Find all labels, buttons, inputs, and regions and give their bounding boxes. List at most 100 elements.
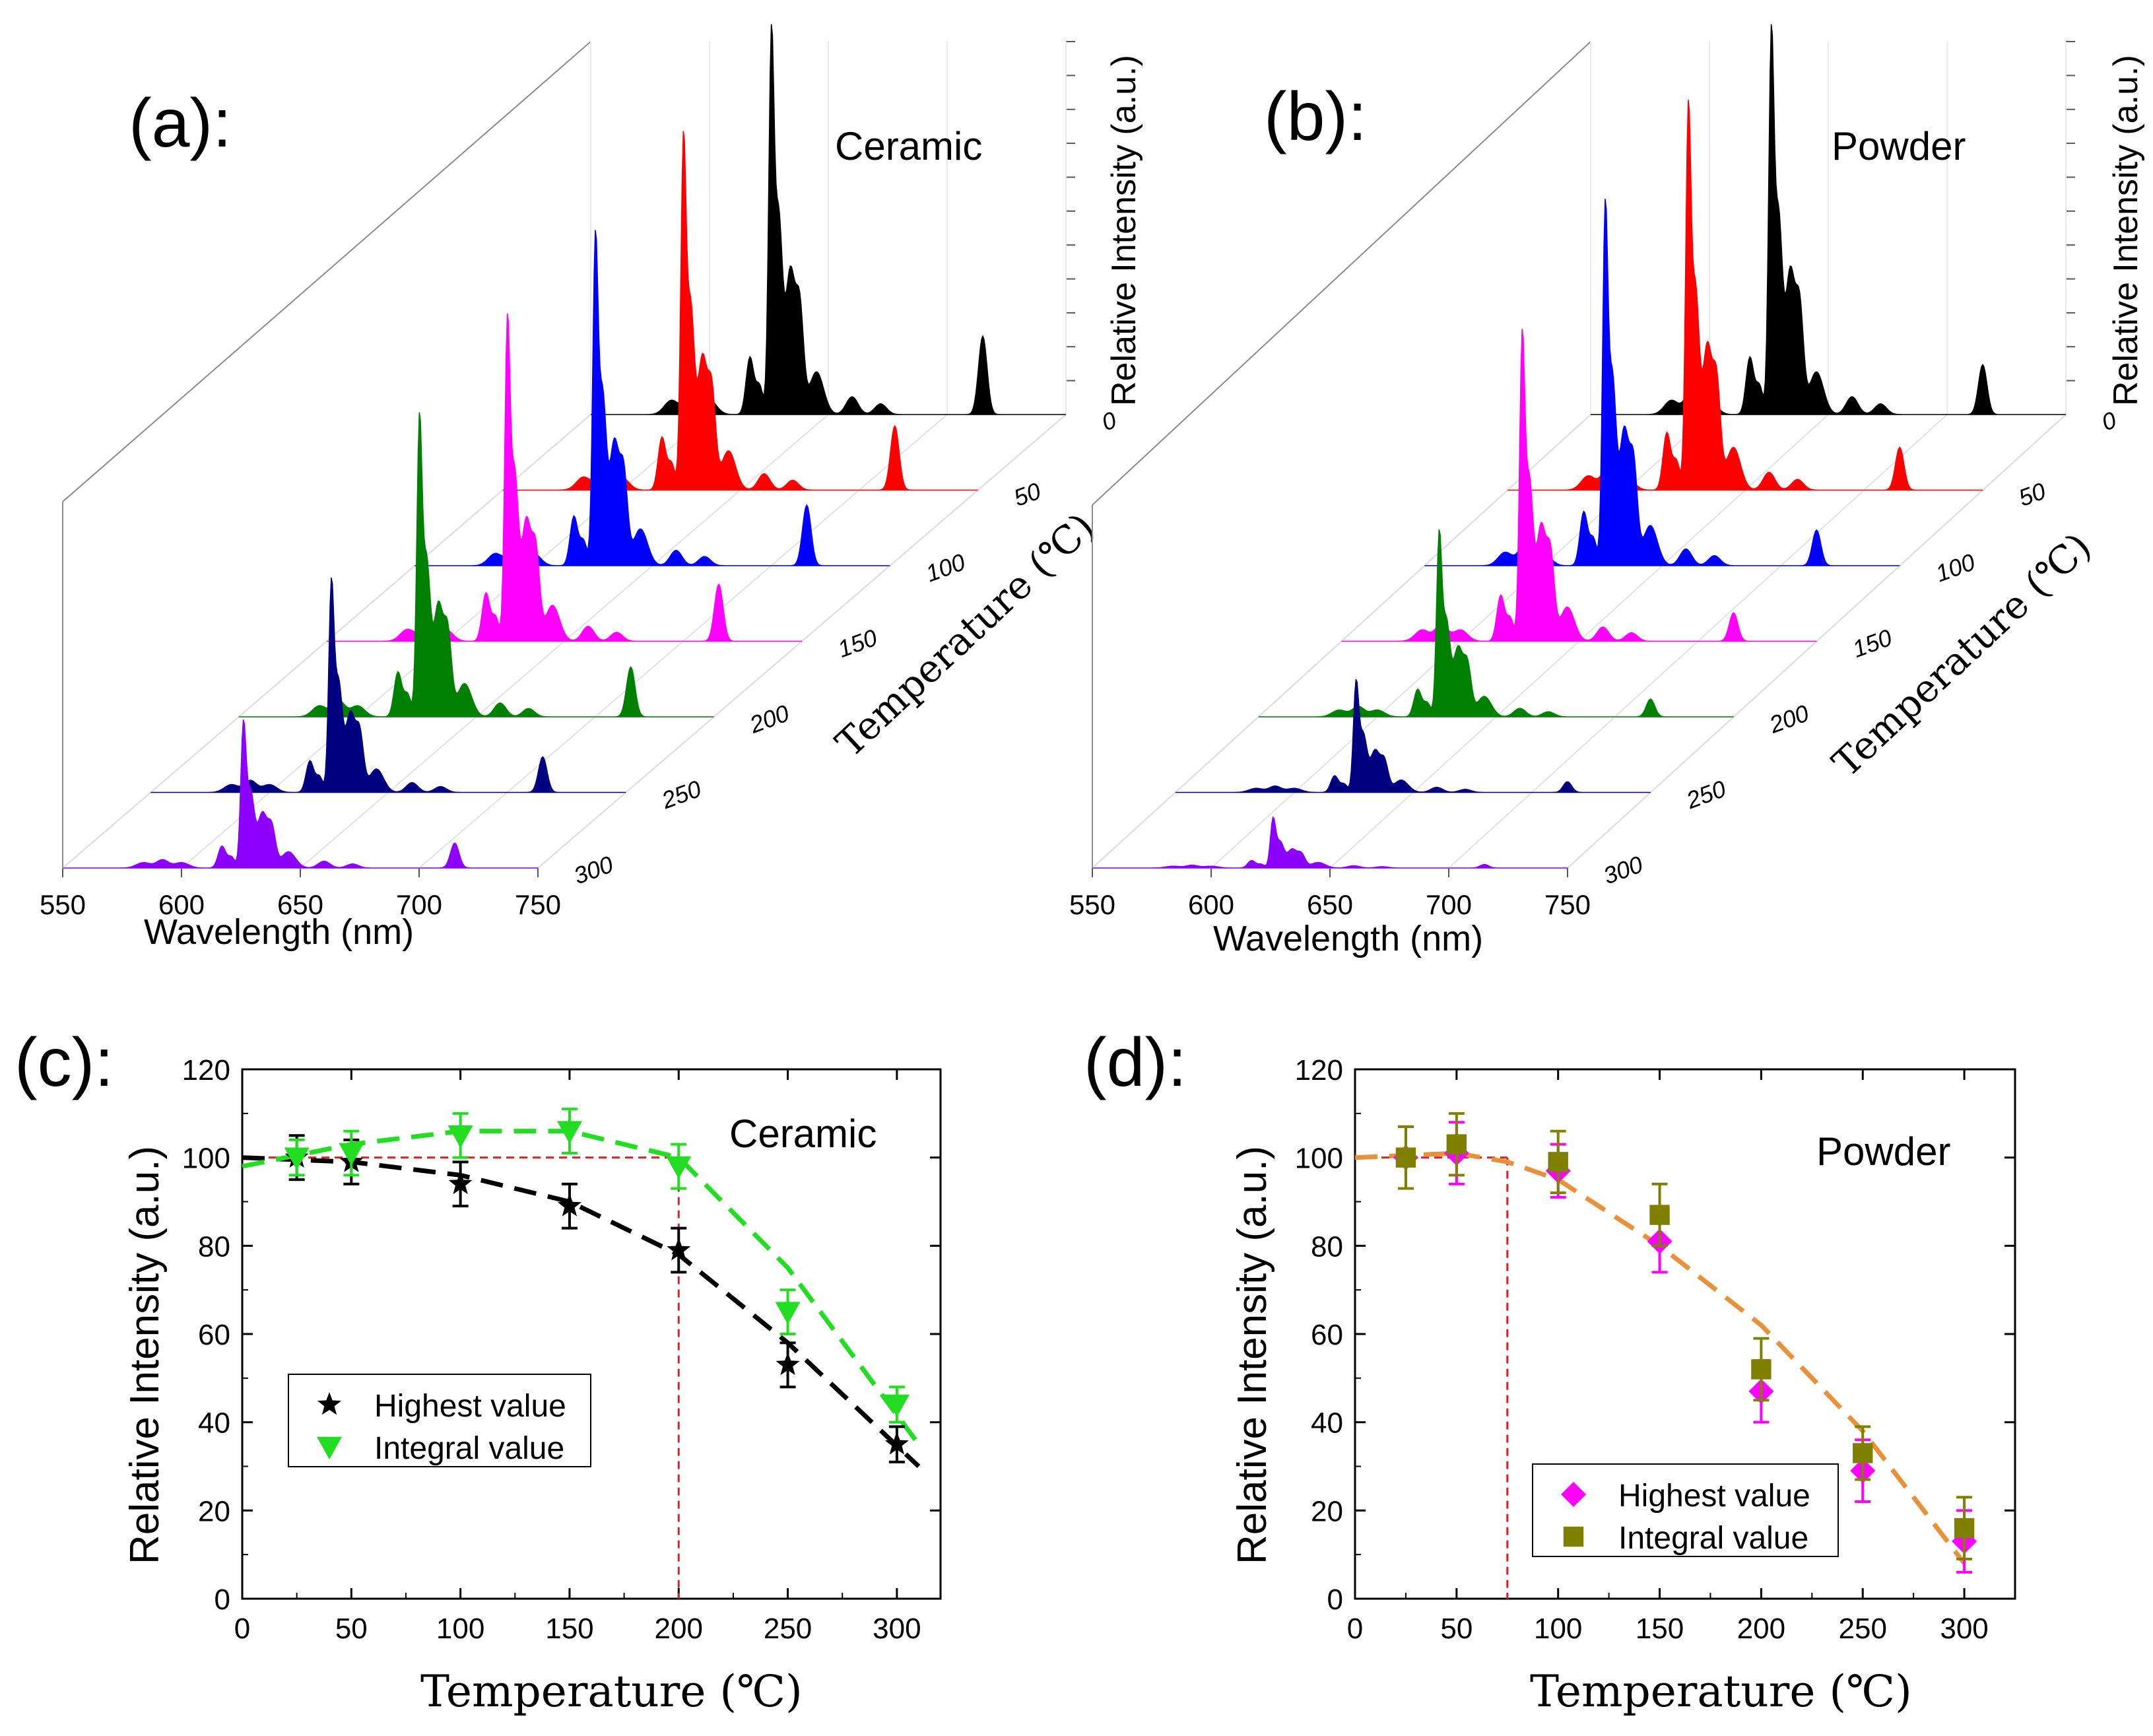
data-point [1853,1443,1873,1463]
data-point [1954,1518,1975,1539]
legend-label: Highest value [374,1389,566,1424]
panel-c-y-axis-label: Relative Intensity (a.u.) [122,1146,168,1564]
x-tick-label: 750 [515,889,561,920]
x-tick-label: 550 [1069,889,1115,920]
y-tick-label: 60 [1311,1319,1343,1351]
x-tick-label: 250 [764,1613,812,1645]
panel-d-legend: Highest value Integral value [1532,1463,1839,1557]
temperature-tick-label: 100 [922,548,968,587]
x-tick-label: 0 [1347,1613,1363,1645]
data-point [339,1143,364,1166]
y-tick-label: 0 [1327,1584,1343,1616]
panel-c-title: Ceramic [729,1112,877,1156]
legend-frame [288,1374,591,1467]
data-point [1395,1147,1416,1168]
panel-c-scatter: (c): 0 50 100 150 200 250 300 0 20 40 60 80 100 120 C… [15,1024,942,1717]
data-point [884,1432,909,1455]
x-tick-label: 150 [545,1613,593,1645]
y-tick-label: 0 [215,1584,230,1616]
legend-marker [1563,1526,1584,1547]
spectrum-50 [502,131,978,491]
legend-label: Highest value [1618,1479,1810,1514]
temperature-tick-label: 200 [1765,699,1812,738]
box-edge [1092,41,1591,506]
spectrum-150 [1341,329,1817,642]
temperature-tick-label: 50 [1010,477,1044,512]
spectrum-300 [1092,816,1568,869]
panel-a-label: (a): [129,85,232,162]
x-tick-label: 600 [1188,889,1234,920]
data-point [284,1147,310,1170]
spectrum-250 [150,578,626,793]
x-tick-label: 100 [436,1613,484,1645]
x-tick-label: 50 [335,1613,368,1645]
y-tick-label: 100 [182,1143,230,1175]
x-tick-label: 650 [277,889,323,920]
panel-b-label: (b): [1264,79,1367,155]
y-tick-label: 80 [198,1230,230,1263]
panel-b-title: Powder [1832,124,1966,168]
panel-a-x-ticks: 550 600 650 700 750 [40,889,561,920]
spectrum-100 [414,230,890,566]
panel-d-title: Powder [1816,1129,1950,1174]
y-tick-label: 60 [198,1319,230,1351]
panel-a-x-axis-label: Wavelength (nm) [144,912,414,952]
legend-marker [317,1436,342,1459]
x-tick-label: 600 [158,889,205,920]
x-tick-label: 150 [1636,1613,1684,1645]
panel-b-spectra [1092,24,2066,869]
x-tick-label: 700 [1426,889,1472,920]
panel-d-x-axis-label: Temperature (℃) [1530,1666,1912,1717]
legend-label: Integral value [1618,1521,1808,1556]
data-point [775,1302,801,1325]
panel-a-title: Ceramic [835,124,982,168]
temperature-tick-label: 300 [570,850,616,889]
x-tick-label: 550 [40,889,86,920]
x-tick-label: 50 [1440,1613,1473,1645]
panel-d-plot-area: 0 50 100 150 200 250 300 0 20 40 60 80 100 120 [1295,1054,2016,1645]
x-tick-label: 200 [1737,1613,1785,1645]
spectrum-250 [1175,679,1651,793]
x-tick-label: 200 [655,1613,703,1645]
y-tick-label: 120 [1295,1054,1343,1086]
panel-c-plot-area: 0 50 100 150 200 250 300 0 20 40 60 80 100 120 [182,1054,942,1645]
panel-d-scatter: (d): 0 50 100 150 200 250 300 0 20 40 60 80 100 120 P… [1084,1024,2016,1717]
x-tick-label: 700 [396,889,442,920]
data-point [666,1156,692,1180]
legend-marker [317,1392,342,1415]
data-point [884,1394,910,1417]
spectrum-200 [238,412,714,718]
temperature-tick-label: 250 [657,775,704,814]
y-tick-label: 40 [1311,1407,1343,1440]
panel-a-spectra [63,24,1066,869]
y-tick-label: 120 [182,1054,230,1086]
y-tick-label: 40 [198,1407,230,1440]
temperature-tick-label: 300 [1600,850,1646,889]
temperature-tick-label: 150 [834,624,880,663]
temperature-tick-label: 0 [2098,406,2120,436]
panel-a-temperature-ticks: 0 50 100 150 200 250 300 [570,406,1120,889]
spectrum-150 [327,313,802,642]
panel-c-legend: Highest value Integral value [288,1374,591,1467]
temperature-tick-label: 150 [1849,624,1895,663]
legend-label: Integral value [374,1431,564,1466]
data-point [667,1238,691,1261]
data-point [1446,1134,1467,1154]
panel-b-waterfall: (b): 550 600 650 700 750 050100150200250300 … [1069,24,2145,958]
panel-a-intensity-label: Relative Intensity (a.u.) [1105,55,1143,406]
legend-marker [1561,1482,1586,1507]
data-point [776,1352,800,1376]
y-tick-label: 100 [1295,1143,1343,1175]
y-tick-label: 20 [198,1495,230,1527]
box-edge [62,41,591,502]
temperature-tick-label: 200 [745,699,792,738]
x-tick-label: 100 [1534,1613,1582,1645]
data-point [447,1125,473,1149]
y-tick-label: 80 [1311,1230,1343,1263]
panel-a-waterfall: (a): 550 600 650 700 750 050100150200250300 … [40,24,1143,952]
spectrum-25 [591,24,1066,415]
temperature-tick-label: 0 [1098,406,1120,436]
spectrum-100 [1424,198,1900,566]
x-tick-label: 650 [1307,889,1353,920]
panel-d-label: (d): [1084,1024,1187,1101]
